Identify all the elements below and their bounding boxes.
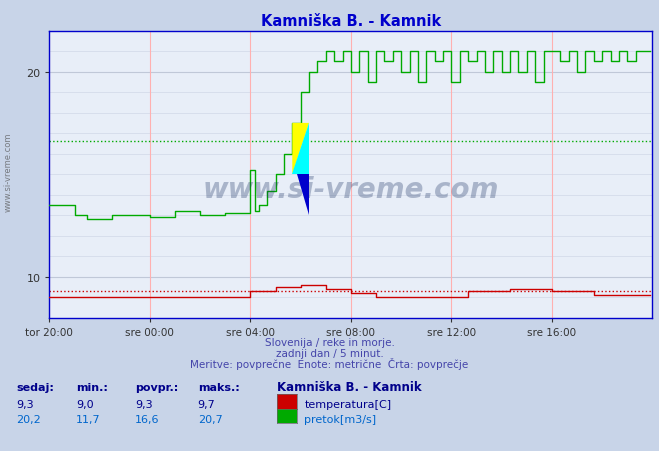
Text: zadnji dan / 5 minut.: zadnji dan / 5 minut. <box>275 348 384 358</box>
Text: 9,3: 9,3 <box>16 399 34 409</box>
Title: Kamniška B. - Kamnik: Kamniška B. - Kamnik <box>261 14 441 29</box>
Polygon shape <box>293 124 309 175</box>
Text: min.:: min.: <box>76 382 107 392</box>
Text: Kamniška B. - Kamnik: Kamniška B. - Kamnik <box>277 380 421 393</box>
Text: povpr.:: povpr.: <box>135 382 179 392</box>
Text: www.si-vreme.com: www.si-vreme.com <box>203 175 499 203</box>
Text: temperatura[C]: temperatura[C] <box>304 399 391 409</box>
Text: Meritve: povprečne  Enote: metrične  Črta: povprečje: Meritve: povprečne Enote: metrične Črta:… <box>190 358 469 369</box>
Text: Slovenija / reke in morje.: Slovenija / reke in morje. <box>264 337 395 347</box>
Text: 9,7: 9,7 <box>198 399 215 409</box>
Text: sedaj:: sedaj: <box>16 382 54 392</box>
Polygon shape <box>297 175 309 216</box>
Text: www.si-vreme.com: www.si-vreme.com <box>3 132 13 211</box>
Text: 11,7: 11,7 <box>76 414 100 423</box>
Text: 20,7: 20,7 <box>198 414 223 423</box>
Polygon shape <box>293 124 309 175</box>
Text: 9,3: 9,3 <box>135 399 153 409</box>
Text: 16,6: 16,6 <box>135 414 159 423</box>
Text: maks.:: maks.: <box>198 382 239 392</box>
Text: pretok[m3/s]: pretok[m3/s] <box>304 414 376 423</box>
Text: 20,2: 20,2 <box>16 414 42 423</box>
Text: 9,0: 9,0 <box>76 399 94 409</box>
